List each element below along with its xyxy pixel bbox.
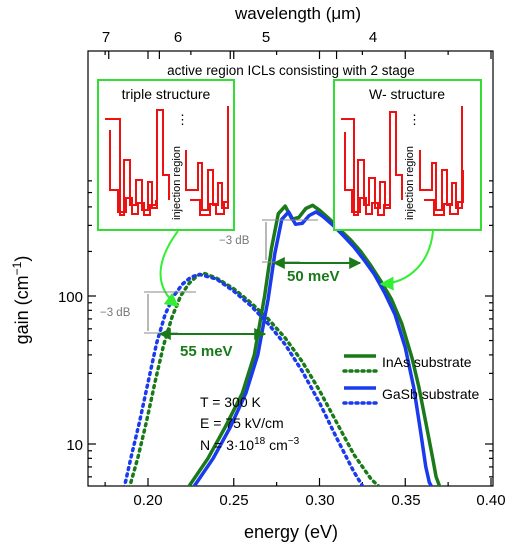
legend-label-inas: InAs substrate	[382, 354, 472, 370]
band-diagram-right-3	[419, 106, 463, 211]
inset-title: active region ICLs consisting with 2 sta…	[167, 63, 415, 78]
inset-triple-structure: triple structure injection region ⋮	[97, 79, 235, 231]
series-line-inas-substrate-solid	[187, 203, 443, 486]
doping-base: N = 3·10	[200, 437, 254, 453]
top-tick-label: 7	[102, 29, 110, 46]
x-tick-label: 0.35	[391, 492, 420, 509]
x-tick-labels: 0.20 0.25 0.30 0.35 0.40	[133, 492, 505, 509]
x-tick-label: 0.30	[305, 492, 334, 509]
top-tick-label: 5	[262, 29, 270, 46]
x-tick-label: 0.40	[476, 492, 505, 509]
injection-dots-right: ⋮	[408, 112, 421, 127]
top-tick-label: 4	[369, 29, 377, 46]
top-axis-label: wavelength (μm)	[234, 4, 361, 23]
series-line-gasb-substrate-dotted	[122, 272, 365, 486]
db-marker-left: −3 dB	[100, 291, 196, 334]
y-axis-label-close: )	[12, 256, 32, 262]
band-diagram-left-1	[105, 109, 170, 216]
doping-exp: 18	[254, 436, 266, 447]
conditions: T = 300 K E = 75 kV/cm N = 3·1018 cm−3	[200, 394, 300, 453]
injection-label-left: injection region	[171, 146, 183, 220]
db-right-label: −3 dB	[219, 235, 250, 247]
x-tick-label: 0.25	[219, 492, 248, 509]
pointer-arrow-left	[159, 230, 180, 307]
y-tick-labels: 100 10	[58, 289, 83, 454]
band-diagram-left-3	[185, 106, 229, 211]
y-axis-label-main: gain (cm	[12, 275, 32, 344]
inset-right-title: W- structure	[369, 86, 445, 102]
inset-w-structure: W- structure injection region ⋮	[333, 79, 482, 231]
y-axis-label-sup: −1	[10, 261, 24, 275]
inset-left-title: triple structure	[122, 86, 211, 102]
injection-dots-left: ⋮	[176, 112, 189, 127]
plot-frame	[87, 50, 494, 487]
injection-label-right: injection region	[404, 146, 416, 220]
y-axis-label: gain (cm−1)	[10, 256, 32, 345]
top-axis-ticks: 7 6 5 4	[102, 29, 377, 46]
db-left-label: −3 dB	[100, 307, 131, 319]
top-tick-label: 6	[174, 29, 182, 46]
band-diagram-left-2	[109, 130, 157, 216]
fwhm-label-50: 50 meV	[287, 268, 340, 285]
condition-temperature: T = 300 K	[200, 394, 262, 410]
doping-unit-exp: −3	[288, 436, 300, 447]
band-diagram-right-2	[344, 132, 391, 216]
legend: InAs substrate GaSb substrate	[342, 354, 479, 405]
condition-field: E = 75 kV/cm	[200, 415, 284, 431]
x-axis-label: energy (eV)	[244, 522, 338, 542]
db-marker-right: −3 dB	[219, 219, 318, 263]
doping-unit: cm	[265, 437, 288, 453]
legend-label-gasb: GaSb substrate	[382, 386, 479, 402]
y-tick-label: 100	[58, 289, 83, 306]
band-diagram-right-4	[424, 170, 464, 216]
y-tick-label: 10	[66, 437, 83, 454]
condition-doping: N = 3·1018 cm−3	[200, 436, 300, 453]
pointer-arrow-right	[379, 230, 434, 291]
band-diagram-right-1	[341, 111, 403, 216]
fwhm-label-55: 55 meV	[180, 343, 233, 360]
series-line-inas-substrate-dotted	[128, 271, 381, 486]
x-tick-label: 0.20	[133, 492, 162, 509]
band-diagram-left-4	[190, 170, 229, 216]
